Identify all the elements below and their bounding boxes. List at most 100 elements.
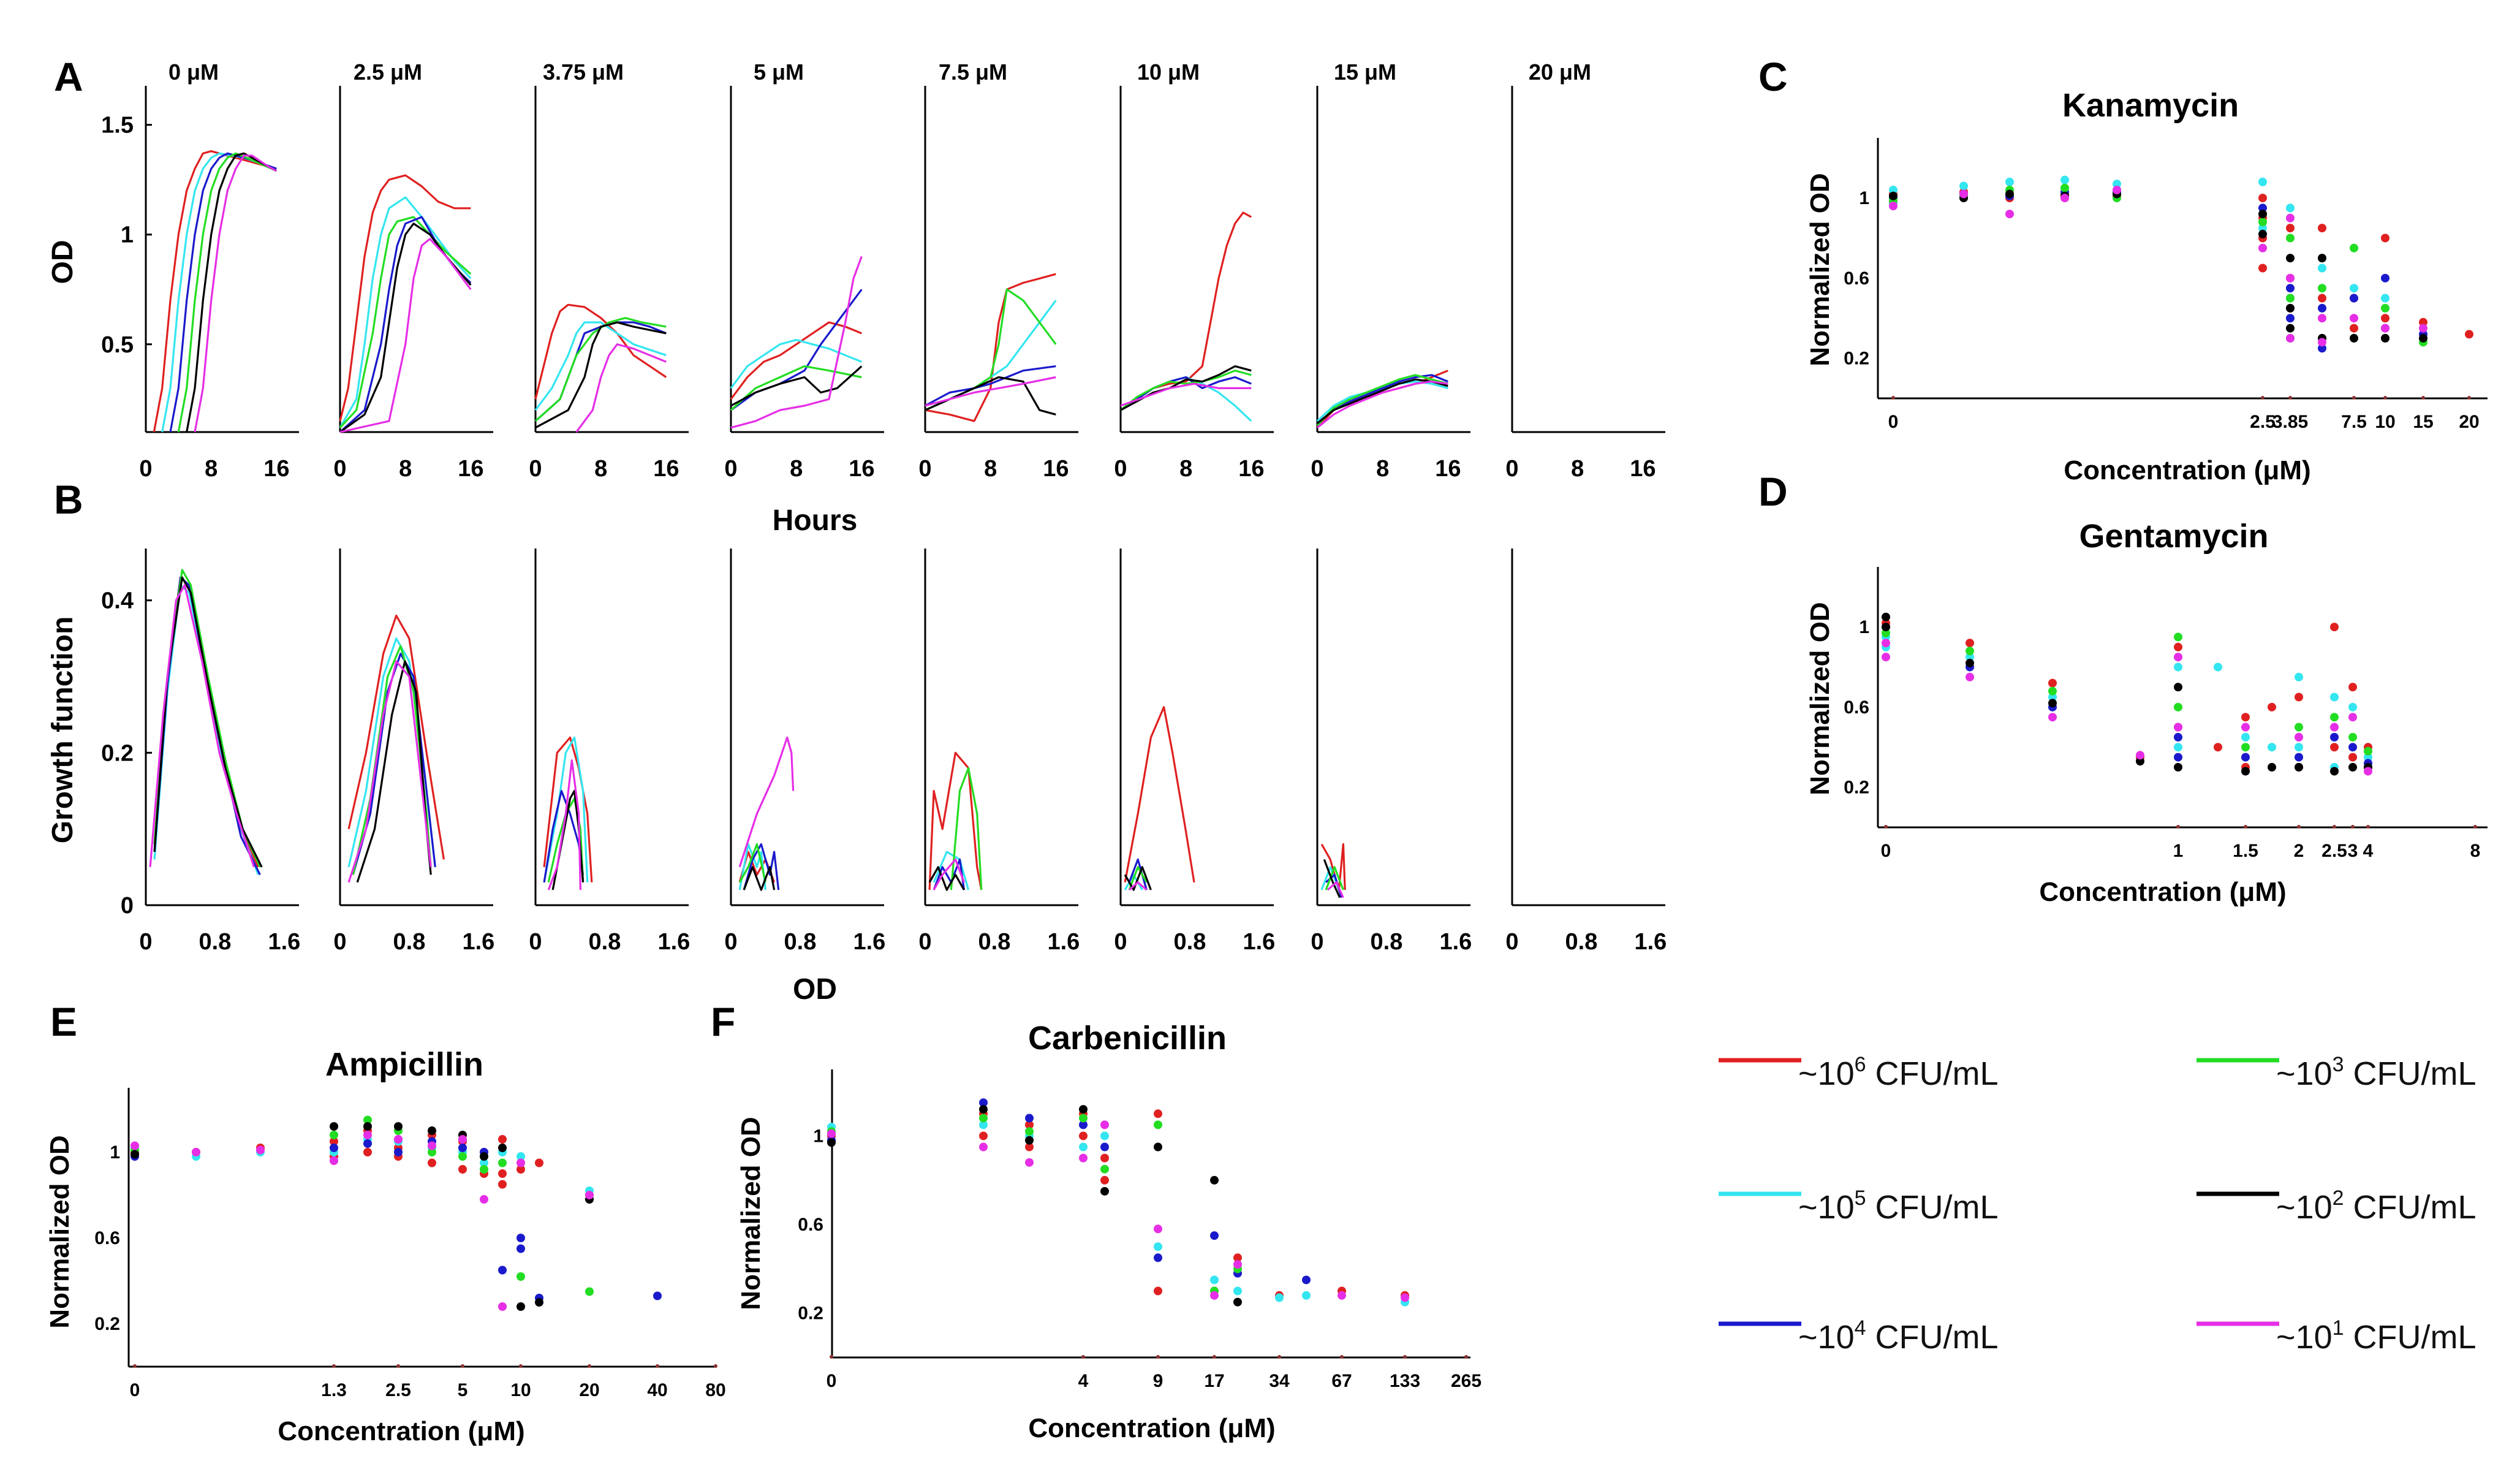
x-tick-label: 0 — [1505, 929, 1518, 955]
zero-marker — [2383, 396, 2387, 400]
data-point-1e2 — [1025, 1136, 1034, 1145]
series-line-1e5 — [730, 339, 862, 389]
x-axis-label: Concentration (μM) — [278, 1416, 524, 1446]
data-point-1e6 — [428, 1158, 436, 1167]
series-line-1e6 — [339, 174, 471, 422]
y-axis-label: Normalized OD — [1805, 173, 1835, 366]
x-tick-label: 8 — [594, 456, 607, 482]
x-tick-label: 0 — [1311, 929, 1323, 955]
x-tick-label: 67 — [1331, 1371, 1352, 1391]
data-point-1e6 — [498, 1180, 507, 1189]
data-point-1e3 — [2350, 243, 2358, 252]
series-line-1e4 — [925, 365, 1056, 407]
data-point-1e1 — [2295, 732, 2303, 742]
data-point-1e1 — [1025, 1158, 1034, 1167]
x-tick-label: 0 — [918, 929, 931, 955]
data-point-1e4 — [1025, 1114, 1034, 1123]
data-point-1e6 — [2348, 683, 2357, 692]
data-point-1e6 — [1079, 1131, 1088, 1141]
series-line-1e3 — [547, 797, 585, 883]
data-point-1e4 — [2348, 743, 2357, 752]
y-tick-label: 1.5 — [101, 113, 134, 139]
data-point-1e5 — [2295, 743, 2303, 752]
data-point-1e6 — [498, 1135, 507, 1144]
y-tick-label: 0.2 — [798, 1304, 823, 1324]
data-point-1e2 — [827, 1138, 836, 1147]
series-line-1e2 — [928, 866, 965, 891]
zero-marker — [2351, 825, 2355, 829]
data-point-1e3 — [1154, 1120, 1162, 1129]
series-line-1e6 — [925, 273, 1056, 422]
data-point-1e6 — [2174, 642, 2182, 651]
data-point-1e2 — [1233, 1297, 1242, 1307]
zero-marker — [1891, 396, 1895, 400]
data-point-1e6 — [516, 1165, 525, 1174]
y-tick-label: 1 — [813, 1126, 823, 1146]
x-axis-label: Concentration (μM) — [2039, 877, 2286, 907]
y-tick-label: 0.6 — [1844, 268, 1869, 289]
x-tick-label: 2.5 — [2321, 841, 2347, 861]
data-point-1e2 — [2318, 254, 2326, 263]
x-tick-label: 2.5 — [2250, 412, 2276, 432]
data-point-1e6 — [1025, 1120, 1034, 1129]
data-point-1e3 — [1079, 1114, 1088, 1123]
zero-marker — [519, 1364, 523, 1368]
data-point-1e2 — [2381, 333, 2389, 343]
data-point-1e1 — [585, 1191, 594, 1199]
data-point-1e6 — [2318, 224, 2326, 233]
data-point-1e6 — [1100, 1153, 1109, 1163]
zero-marker — [1156, 1355, 1160, 1359]
data-point-1e6 — [1966, 639, 1974, 648]
data-point-1e4 — [653, 1291, 662, 1300]
y-tick-label: 0.4 — [101, 588, 134, 614]
legend-label: ~105 CFU/mL — [1798, 1186, 1999, 1226]
data-point-1e2 — [2350, 333, 2358, 343]
x-tick-label: 0.8 — [1371, 929, 1403, 955]
series-line-1e4 — [743, 843, 780, 890]
data-point-1e4 — [2295, 753, 2303, 762]
data-point-1e3 — [2258, 218, 2267, 227]
data-point-1e4 — [2318, 344, 2326, 353]
data-point-1e4 — [2174, 753, 2182, 762]
subplot-b-4: 0 0.8 1.6 — [724, 549, 885, 955]
data-point-1e1 — [2174, 723, 2182, 732]
series-line-1e2 — [153, 576, 263, 868]
data-point-1e2 — [1079, 1105, 1088, 1114]
data-point-1e3 — [2174, 702, 2182, 712]
data-point-1e2 — [2286, 254, 2295, 263]
data-point-1e1 — [1882, 639, 1890, 648]
data-point-1e1 — [363, 1131, 372, 1139]
zero-marker — [2467, 396, 2471, 400]
x-tick-label: 133 — [1390, 1371, 1420, 1391]
series-line-1e1 — [1120, 382, 1252, 407]
x-tick-label: 4 — [1078, 1371, 1089, 1391]
data-point-1e2 — [2348, 762, 2357, 772]
x-tick-label: 20 — [579, 1380, 599, 1400]
x-tick-label: 0 — [918, 456, 931, 482]
column-title: 5 μM — [754, 59, 804, 85]
chart-title: Gentamycin — [2079, 518, 2268, 555]
series-line-1e1 — [194, 154, 278, 433]
series-line-1e4 — [1120, 376, 1252, 411]
y-axis-label: OD — [47, 240, 79, 284]
data-point-1e1 — [1959, 189, 1968, 199]
y-tick-label: 0.2 — [101, 740, 134, 766]
series-line-1e3 — [534, 317, 667, 422]
data-point-1e6 — [1154, 1109, 1162, 1118]
data-point-1e1 — [1233, 1260, 1242, 1269]
series-line-1e3 — [950, 767, 983, 890]
x-tick-label: 3.85 — [2272, 412, 2308, 432]
zero-marker — [2244, 825, 2247, 829]
data-point-1e5 — [2258, 177, 2267, 186]
x-tick-label: 8 — [1179, 456, 1192, 482]
series-line-1e4 — [352, 653, 436, 875]
x-tick-label: 8 — [790, 456, 803, 482]
zero-marker — [2261, 396, 2265, 400]
data-point-1e1 — [2048, 713, 2057, 722]
column-title: 20 μM — [1529, 59, 1591, 85]
series-line-1e2 — [339, 222, 472, 433]
x-tick-label: 0 — [529, 456, 542, 482]
x-tick-label: 16 — [653, 456, 679, 482]
y-tick-label: 0.2 — [1844, 349, 1869, 369]
data-point-1e2 — [363, 1122, 372, 1131]
